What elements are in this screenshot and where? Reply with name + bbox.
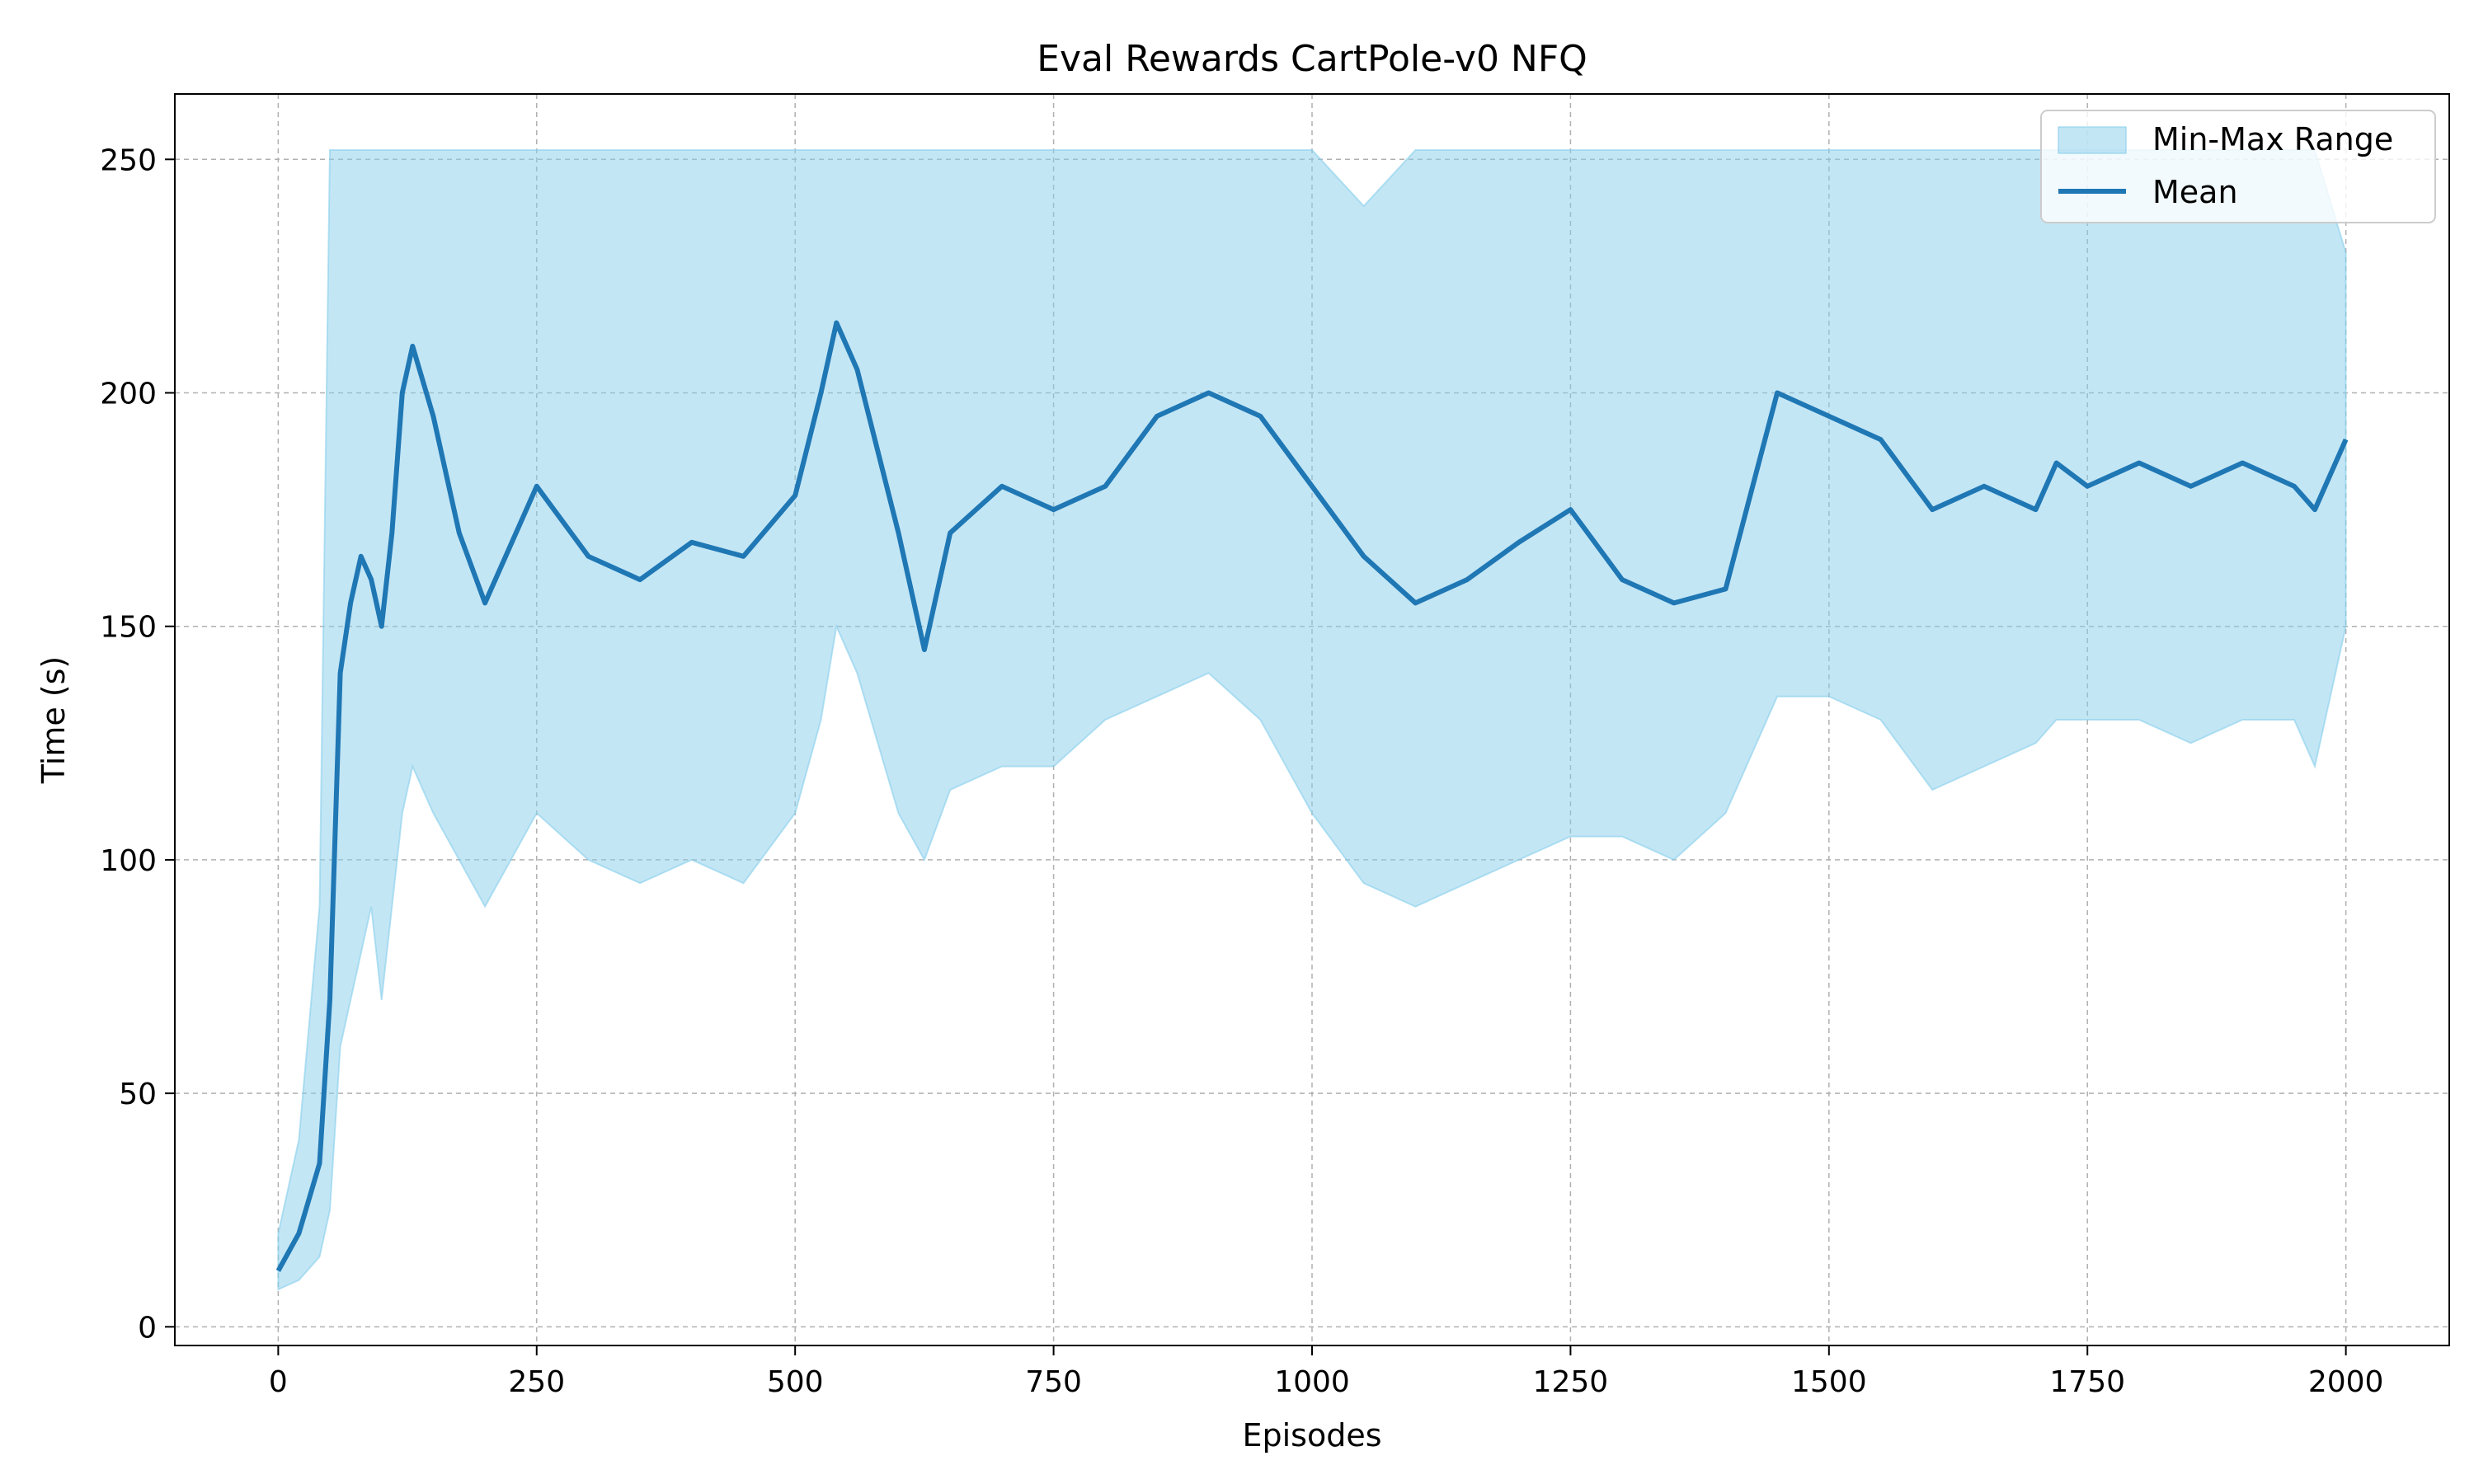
legend-label-mean: Mean (2152, 174, 2238, 210)
y-tick-label: 100 (100, 844, 157, 878)
chart-title: Eval Rewards CartPole-v0 NFQ (1037, 38, 1587, 80)
x-tick-label: 0 (269, 1365, 288, 1399)
y-tick-label: 200 (100, 378, 157, 411)
x-tick-label: 1500 (1791, 1365, 1867, 1399)
min-max-band (277, 149, 2347, 1291)
x-tick-label: 1000 (1274, 1365, 1350, 1399)
x-tick-label: 250 (508, 1365, 565, 1399)
legend-box (2040, 110, 2436, 223)
plot-area (175, 94, 2449, 1345)
x-tick-label: 1750 (2049, 1365, 2125, 1399)
legend: Min-Max Range Mean (2040, 110, 2436, 223)
x-axis-label: Episodes (1242, 1417, 1381, 1453)
x-tick-label: 500 (767, 1365, 824, 1399)
x-tick-label: 1250 (1533, 1365, 1609, 1399)
y-tick-label: 0 (138, 1311, 157, 1345)
legend-label-band: Min-Max Range (2152, 121, 2393, 157)
y-tick-label: 250 (100, 143, 157, 177)
x-tick-label: 750 (1025, 1365, 1082, 1399)
y-tick-label: 150 (100, 611, 157, 645)
mean-line-layer (275, 320, 2349, 1272)
min-max-band-layer (277, 149, 2347, 1291)
mean-line (275, 320, 2349, 1272)
legend-band-swatch (2058, 126, 2127, 154)
y-tick-label: 50 (119, 1078, 157, 1111)
y-axis-label: Time (s) (35, 656, 72, 785)
x-tick-label: 2000 (2308, 1365, 2384, 1399)
x-axis-ticks: 0 250 500 750 1000 1250 1500 1750 2000 (269, 1345, 2384, 1399)
y-axis-ticks: 0 50 100 150 200 250 (100, 143, 175, 1345)
